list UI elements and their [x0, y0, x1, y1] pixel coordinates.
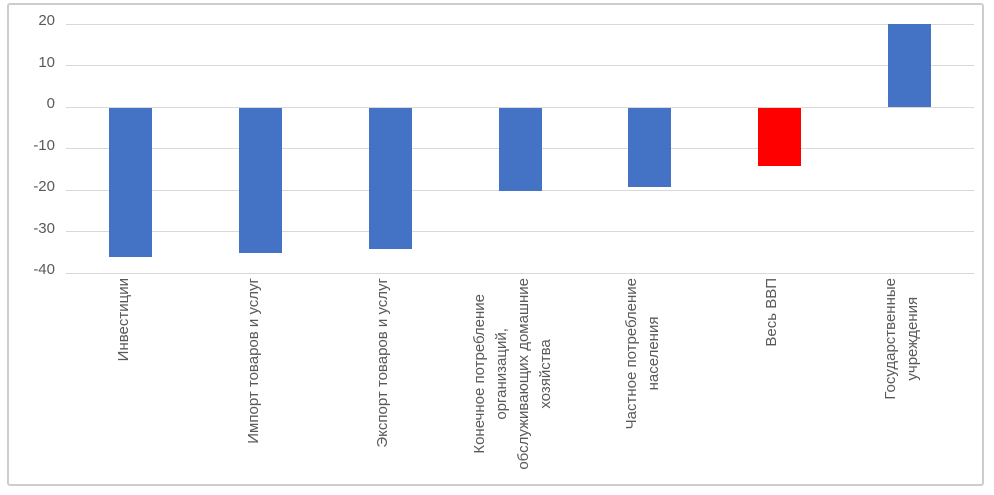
- x-axis-label-cell: Экспорт товаров и услуг: [318, 278, 448, 490]
- gridline-20: [66, 23, 974, 25]
- bar-4[interactable]: [498, 108, 542, 191]
- chart-frame: 20 10 0 -10 -20 -30 -40 Инвестиции Импорт товар…: [7, 3, 984, 486]
- bar-6[interactable]: [757, 108, 801, 167]
- x-axis-label-cell: Государственные учреждения: [837, 278, 967, 490]
- x-axis-label: Экспорт товаров и услуг: [374, 278, 392, 448]
- gridline--30: [66, 231, 974, 232]
- x-axis-label-cell: Частное потребление населения: [578, 278, 708, 490]
- x-axis-label: Конечное потребление организаций, обслуж…: [470, 278, 554, 470]
- x-axis-label-cell: Конечное потребление организаций, обслуж…: [448, 278, 578, 490]
- plot-area: [66, 23, 974, 274]
- x-axis-label: Импорт товаров и услуг: [244, 278, 262, 444]
- bar-2[interactable]: [239, 108, 283, 254]
- gridline-10: [66, 65, 974, 66]
- x-axis-label: Весь ВВП: [763, 278, 781, 347]
- y-axis-tick-label: -10: [33, 136, 55, 154]
- y-axis-tick-label: 10: [38, 53, 55, 71]
- x-axis-label-cell: Инвестиции: [59, 278, 189, 490]
- gridline-0: [66, 106, 974, 108]
- x-axis-label: Частное потребление населения: [622, 278, 662, 430]
- y-axis-tick-label: -20: [33, 178, 55, 195]
- gridline--40: [66, 272, 974, 274]
- bar-1[interactable]: [109, 108, 153, 258]
- x-axis-label: Инвестиции: [114, 278, 132, 362]
- x-axis-label: Государственные учреждения: [882, 278, 922, 400]
- y-axis-tick-label: -40: [33, 261, 55, 278]
- y-axis-tick-label: 0: [46, 95, 55, 112]
- bar-3[interactable]: [368, 108, 412, 250]
- y-axis-tick-label: -30: [33, 219, 55, 237]
- y-axis-tick-label: 20: [38, 12, 55, 29]
- x-axis-label-cell: Импорт товаров и услуг: [189, 278, 319, 490]
- bar-7[interactable]: [887, 24, 931, 107]
- bar-5[interactable]: [628, 108, 672, 187]
- x-axis-label-cell: Весь ВВП: [708, 278, 838, 490]
